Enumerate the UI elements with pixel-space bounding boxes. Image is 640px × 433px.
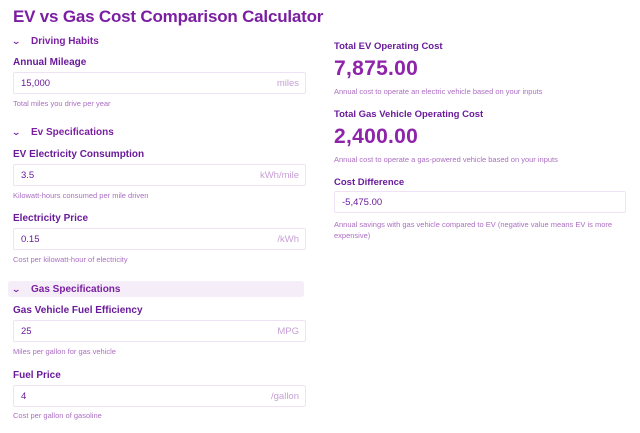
section-header-label: Driving Habits [31, 35, 99, 47]
page-title: EV vs Gas Cost Comparison Calculator [13, 7, 324, 26]
annual-mileage-help: Total miles you drive per year [13, 99, 111, 108]
ev-total-label: Total EV Operating Cost [334, 41, 443, 52]
input-unit: /kWh [277, 233, 299, 245]
chevron-down-icon: ⌄ [11, 35, 22, 46]
electricity-price-input[interactable]: 0.15 /kWh [13, 228, 306, 250]
cost-difference-help: Annual savings with gas vehicle compared… [334, 220, 613, 240]
cost-difference-field[interactable]: -5,475.00 [334, 191, 626, 213]
gas-total-help: Annual cost to operate a gas-powered veh… [334, 155, 558, 164]
annual-mileage-label: Annual Mileage [13, 57, 87, 68]
section-ev-specifications[interactable]: ⌄ Ev Specifications [8, 124, 304, 140]
cost-difference-value: -5,475.00 [342, 196, 383, 208]
ev-consumption-help: Kilowatt-hours consumed per mile driven [13, 191, 149, 200]
section-header-label: Gas Specifications [31, 283, 121, 295]
fuel-price-label: Fuel Price [13, 370, 61, 381]
input-value: 25 [21, 325, 32, 337]
annual-mileage-input[interactable]: 15,000 miles [13, 72, 306, 94]
ev-consumption-label: EV Electricity Consumption [13, 149, 145, 160]
electricity-price-label: Electricity Price [13, 213, 89, 224]
fuel-price-input[interactable]: 4 /gallon [13, 385, 306, 407]
electricity-price-help: Cost per kilowatt-hour of electricity [13, 255, 128, 264]
chevron-down-icon: ⌄ [11, 126, 22, 137]
input-unit: kWh/mile [259, 169, 299, 181]
section-gas-specifications[interactable]: ⌄ Gas Specifications [8, 281, 304, 297]
input-unit: MPG [277, 325, 299, 337]
input-unit: /gallon [271, 390, 299, 402]
fuel-efficiency-input[interactable]: 25 MPG [13, 320, 306, 342]
input-value: 15,000 [21, 77, 51, 89]
input-value: 4 [21, 390, 27, 402]
fuel-efficiency-label: Gas Vehicle Fuel Efficiency [13, 305, 143, 316]
cost-difference-label: Cost Difference [334, 177, 405, 188]
fuel-price-help: Cost per gallon of gasoline [13, 411, 102, 420]
fuel-efficiency-help: Miles per gallon for gas vehicle [13, 347, 116, 356]
ev-consumption-input[interactable]: 3.5 kWh/mile [13, 164, 306, 186]
chevron-down-icon: ⌄ [11, 283, 22, 294]
input-value: 0.15 [21, 233, 40, 245]
section-header-label: Ev Specifications [31, 126, 114, 138]
gas-total-label: Total Gas Vehicle Operating Cost [334, 109, 484, 120]
input-unit: miles [276, 77, 299, 89]
input-value: 3.5 [21, 169, 35, 181]
ev-total-value: 7,875.00 [334, 57, 419, 80]
gas-total-value: 2,400.00 [334, 125, 419, 148]
section-driving-habits[interactable]: ⌄ Driving Habits [8, 33, 304, 49]
ev-total-help: Annual cost to operate an electric vehic… [334, 87, 543, 96]
